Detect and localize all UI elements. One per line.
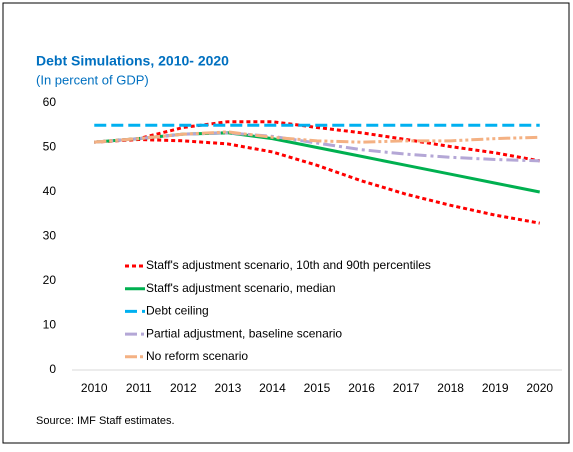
x-tick-label: 2016 bbox=[348, 381, 375, 395]
y-tick-label: 0 bbox=[49, 362, 56, 376]
legend-label: Debt ceiling bbox=[146, 304, 209, 318]
series-line bbox=[94, 120, 540, 163]
x-tick-label: 2011 bbox=[126, 381, 152, 395]
chart-title: Debt Simulations, 2010- 2020 bbox=[36, 53, 229, 69]
source-note: Source: IMF Staff estimates. bbox=[36, 415, 175, 427]
legend-label: Partial adjustment, baseline scenario bbox=[146, 326, 342, 340]
series-line bbox=[94, 137, 540, 225]
series-line bbox=[94, 131, 540, 163]
x-tick-label: 2012 bbox=[170, 381, 197, 395]
chart-subtitle: (In percent of GDP) bbox=[36, 72, 149, 87]
x-tick-label: 2020 bbox=[526, 381, 553, 395]
y-tick-label: 10 bbox=[43, 318, 57, 332]
legend-label: Staff's adjustment scenario, median bbox=[146, 281, 336, 295]
x-tick-label: 2017 bbox=[393, 381, 420, 395]
legend-label: No reform scenario bbox=[146, 349, 248, 363]
x-tick-label: 2014 bbox=[259, 381, 286, 395]
y-tick-label: 50 bbox=[43, 140, 57, 154]
y-tick-label: 60 bbox=[43, 95, 57, 109]
y-tick-label: 30 bbox=[43, 229, 57, 243]
series-line bbox=[94, 130, 540, 144]
y-tick-label: 40 bbox=[43, 184, 57, 198]
x-tick-label: 2015 bbox=[304, 381, 331, 395]
x-tick-label: 2018 bbox=[437, 381, 464, 395]
y-tick-label: 20 bbox=[43, 273, 57, 287]
legend-label: Staff's adjustment scenario, 10th and 90… bbox=[146, 258, 431, 272]
x-tick-label: 2013 bbox=[215, 381, 242, 395]
frame bbox=[2, 2, 570, 444]
x-tick-label: 2010 bbox=[81, 381, 108, 395]
x-tick-label: 2019 bbox=[482, 381, 509, 395]
